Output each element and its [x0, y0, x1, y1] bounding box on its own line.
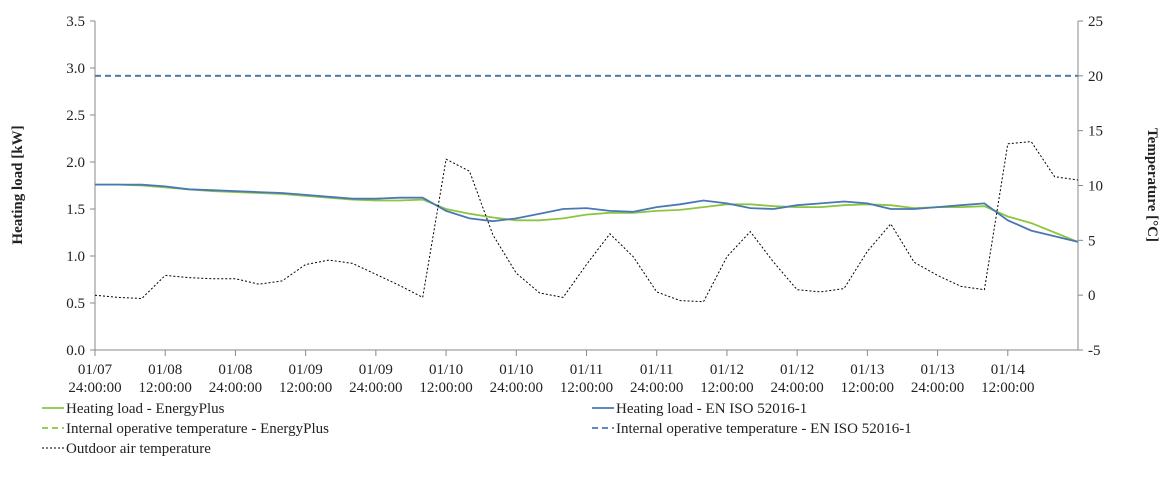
- x-tick-label: 01/14 12:00:00: [981, 362, 1034, 396]
- y-tick-label: 0.0: [66, 343, 85, 359]
- y2-axis-title: Temperature [°C]: [1144, 128, 1160, 242]
- y-axis-title: Heating load [kW]: [10, 125, 26, 244]
- y2-tick-label: -5: [1088, 343, 1101, 359]
- legend-label: Internal operative temperature - EnergyP…: [66, 421, 329, 437]
- y-tick-label: 3.5: [66, 14, 85, 30]
- y-tick-label: 1.0: [66, 249, 85, 265]
- x-tick-label: 01/08 12:00:00: [139, 362, 192, 396]
- x-tick-label: 01/12 24:00:00: [770, 362, 823, 396]
- x-tick-label: 01/08 24:00:00: [209, 362, 262, 396]
- x-tick-label: 01/13 24:00:00: [911, 362, 964, 396]
- x-tick-label: 01/09 12:00:00: [279, 362, 332, 396]
- y2-tick-label: 5: [1088, 233, 1096, 249]
- y2-tick-label: 15: [1088, 124, 1103, 140]
- x-tick-label: 01/10 24:00:00: [490, 362, 543, 396]
- x-tick-label: 01/10 12:00:00: [419, 362, 472, 396]
- series-line: [95, 183, 1079, 243]
- y2-tick-label: 20: [1088, 69, 1103, 85]
- x-tick-label: 01/11 12:00:00: [560, 362, 613, 396]
- y2-tick-label: 0: [1088, 288, 1096, 304]
- legend-label: Outdoor air temperature: [66, 441, 211, 457]
- y-tick-label: 2.0: [66, 155, 85, 171]
- series-line: [94, 141, 1079, 303]
- legend-label: Internal operative temperature - EN ISO …: [616, 421, 912, 437]
- legend-label: Heating load - EN ISO 52016-1: [616, 401, 807, 417]
- y2-tick-label: 25: [1088, 14, 1103, 30]
- x-tick-label: 01/11 24:00:00: [630, 362, 683, 396]
- y-tick-label: 1.5: [66, 202, 85, 218]
- y-tick-label: 0.5: [66, 296, 85, 312]
- x-tick-label: 01/13 12:00:00: [841, 362, 894, 396]
- legend-label: Heating load - EnergyPlus: [66, 401, 225, 417]
- x-tick-label: 01/09 24:00:00: [349, 362, 402, 396]
- y-tick-label: 3.0: [66, 61, 85, 77]
- x-tick-label: 01/12 12:00:00: [700, 362, 753, 396]
- y2-tick-label: 10: [1088, 179, 1103, 195]
- series-line: [95, 183, 1079, 243]
- y-tick-label: 2.5: [66, 108, 85, 124]
- x-tick-label: 01/07 24:00:00: [68, 362, 121, 396]
